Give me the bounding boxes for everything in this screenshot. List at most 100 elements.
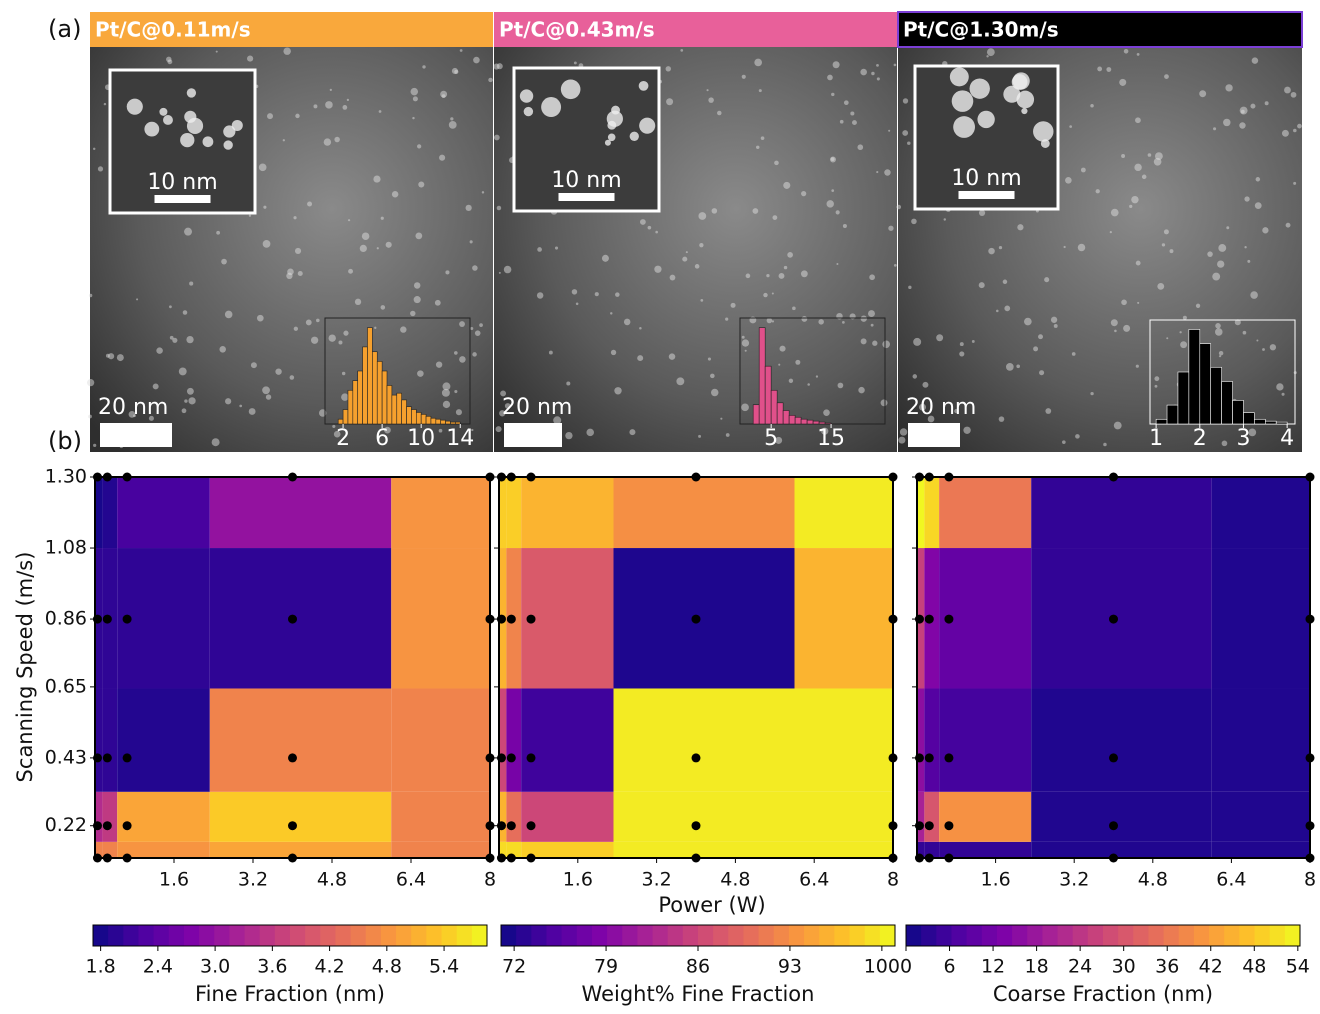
colorbar-band — [1103, 925, 1119, 946]
particle — [188, 397, 195, 404]
particle — [1103, 443, 1107, 447]
particle — [1199, 90, 1206, 97]
particle — [900, 428, 907, 435]
particle — [324, 138, 331, 145]
particle — [850, 313, 856, 319]
particle — [1207, 251, 1213, 257]
particle — [216, 51, 218, 53]
particle — [189, 282, 193, 286]
particle — [373, 175, 380, 182]
contour-cell — [506, 792, 521, 842]
contour-plot — [497, 473, 898, 863]
contour-cell — [1031, 688, 1212, 791]
particle — [759, 89, 762, 92]
histogram-bar — [343, 410, 348, 424]
particle — [1262, 348, 1265, 351]
colorbar-band — [531, 925, 547, 946]
particle — [374, 327, 376, 329]
particle — [950, 67, 969, 86]
particle — [911, 219, 917, 225]
contour-cell — [939, 792, 1031, 842]
particle — [179, 368, 187, 376]
particle — [1119, 79, 1126, 86]
colorbar-band — [229, 925, 245, 946]
particle — [1129, 205, 1132, 208]
colorbar-band — [260, 925, 276, 946]
particle — [88, 415, 92, 419]
colorbar-band — [275, 925, 291, 946]
particle — [836, 263, 838, 265]
particle — [561, 79, 581, 99]
particle — [787, 252, 793, 258]
particle — [1262, 227, 1268, 233]
x-tick-label: 8 — [887, 869, 899, 891]
particle — [330, 89, 332, 91]
particle — [861, 338, 867, 344]
colorbar-band — [607, 925, 623, 946]
particle — [1106, 67, 1111, 72]
x-tick-label: 3.2 — [238, 869, 268, 891]
particle — [1137, 53, 1140, 56]
histogram-bar — [387, 385, 392, 424]
particle — [986, 55, 988, 57]
particle — [742, 336, 745, 339]
colorbar-band — [982, 925, 998, 946]
sample-point — [288, 753, 297, 762]
particle — [422, 65, 425, 68]
contour-cell — [795, 477, 894, 548]
colorbar-band — [1285, 925, 1301, 946]
particle — [894, 264, 897, 267]
particle — [249, 215, 251, 217]
colorbar-band — [442, 925, 458, 946]
scale-label: 20 nm — [906, 395, 976, 420]
histogram-tick-label: 14 — [446, 426, 474, 451]
colorbar-tick-label: 42 — [1199, 956, 1223, 978]
colorbar-band — [1148, 925, 1164, 946]
particle — [872, 341, 877, 346]
particle — [479, 323, 483, 327]
contour-cell — [1212, 842, 1310, 858]
particle — [377, 247, 379, 249]
sample-point — [507, 615, 516, 624]
colorbar-band — [1194, 925, 1210, 946]
particle — [637, 355, 643, 361]
particle — [144, 122, 159, 137]
particle — [1282, 393, 1285, 396]
particle — [838, 383, 844, 389]
particle — [1164, 229, 1169, 234]
particle — [1013, 72, 1030, 89]
colorbar-tick-label: 36 — [1155, 956, 1179, 978]
particle — [1247, 260, 1250, 263]
colorbar-tick-label: 18 — [1025, 956, 1049, 978]
particle — [1155, 385, 1158, 388]
colorbar-band — [516, 925, 532, 946]
particle — [286, 273, 292, 279]
particle — [861, 315, 867, 321]
particle — [1121, 299, 1127, 305]
particle — [792, 307, 796, 311]
particle — [251, 362, 257, 368]
header-title: Pt/C@0.11m/s — [95, 18, 251, 42]
contour-cell — [1031, 548, 1212, 688]
particle — [436, 361, 442, 367]
particle — [1225, 84, 1232, 91]
particle — [443, 401, 450, 408]
particle — [977, 111, 994, 128]
particle — [972, 340, 975, 343]
inset-scale-bar — [155, 195, 211, 203]
particle — [1069, 125, 1072, 128]
particle — [1166, 337, 1168, 339]
contour-cell — [95, 688, 102, 791]
colorbar-tick-label: 30 — [1112, 956, 1136, 978]
colorbar-band — [789, 925, 805, 946]
particle — [104, 103, 106, 105]
particle — [524, 107, 533, 116]
particle — [496, 426, 502, 432]
particle — [586, 429, 594, 437]
particle — [439, 429, 443, 433]
particle — [1213, 127, 1216, 130]
particle — [1215, 328, 1223, 336]
particle — [913, 338, 921, 346]
particle — [720, 418, 722, 420]
particle — [504, 266, 512, 274]
